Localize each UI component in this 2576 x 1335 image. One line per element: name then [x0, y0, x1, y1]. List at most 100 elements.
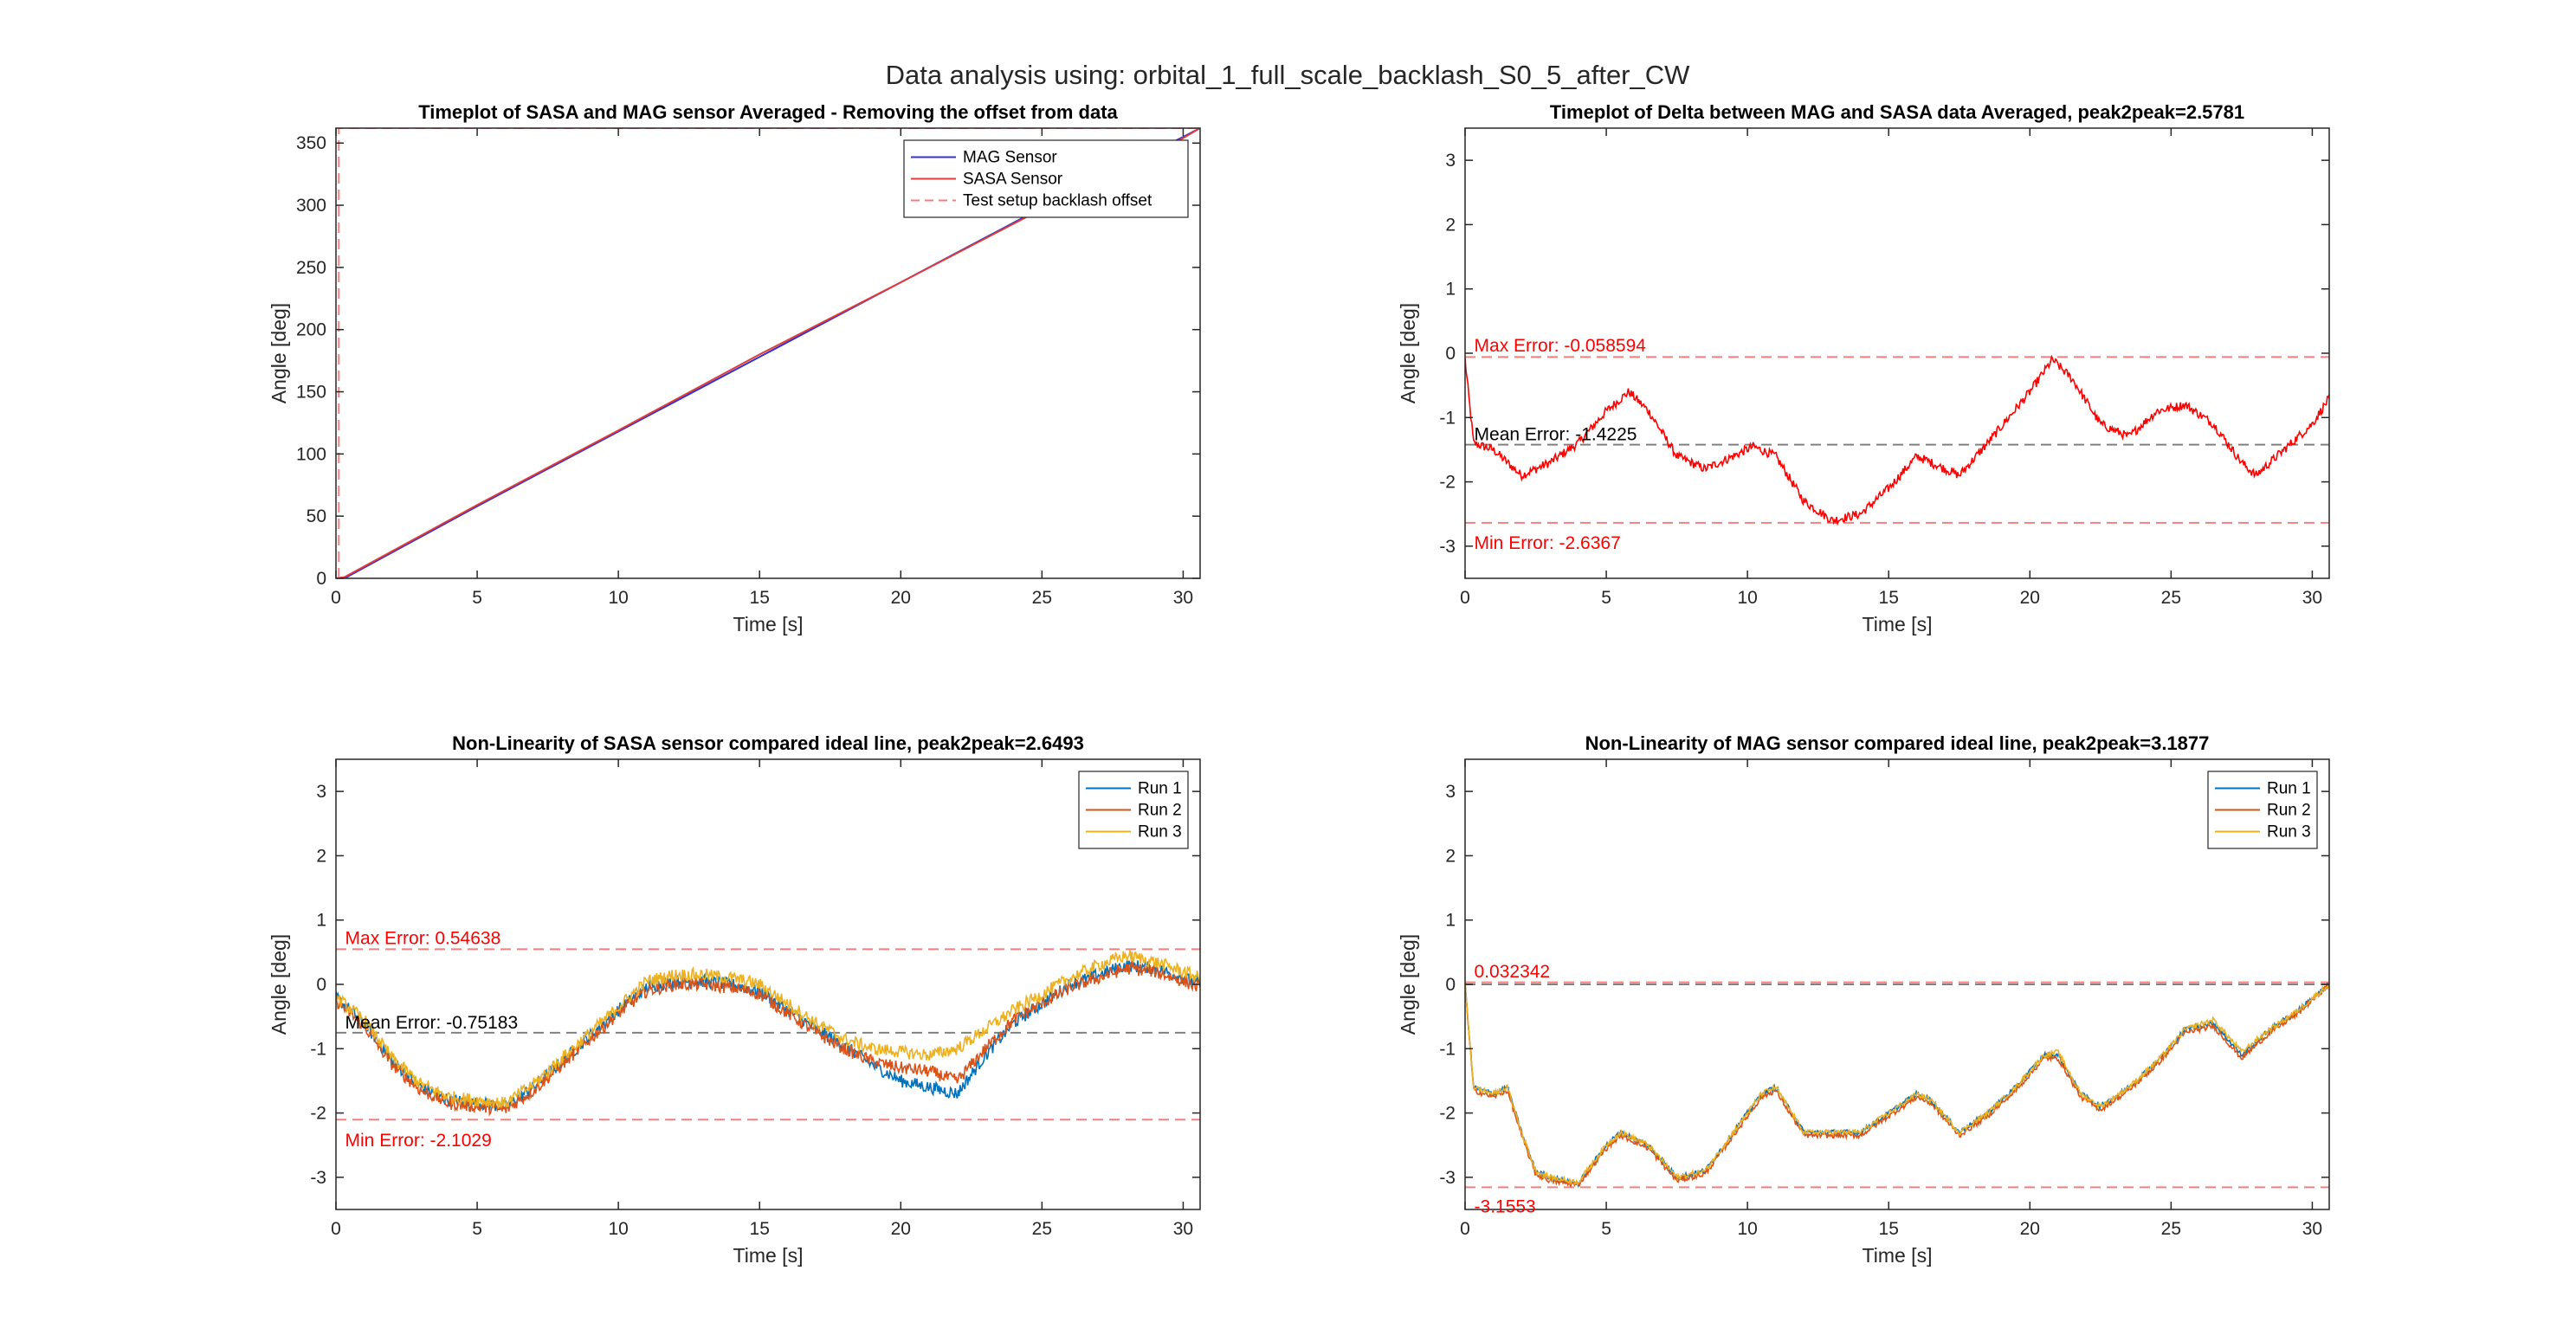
y-tick-label: 3 — [1445, 151, 1456, 171]
x-axis-label: Time [s] — [1863, 1244, 1933, 1267]
legend-entry: Run 2 — [1138, 802, 1182, 820]
y-tick-label: 150 — [296, 383, 326, 403]
legend-box — [1078, 771, 1189, 849]
legend-entry: Run 3 — [2267, 823, 2311, 842]
x-tick-label: 20 — [2020, 1219, 2040, 1239]
y-tick-label: -3 — [1439, 537, 1456, 557]
error-annotation: 0.032342 — [1475, 962, 1551, 982]
legend-entry: Run 1 — [2267, 780, 2311, 798]
plot-content — [1465, 354, 2329, 526]
y-axis-label: Angle [deg] — [268, 934, 290, 1035]
y-tick-label: 0 — [1445, 344, 1456, 364]
x-tick-label: 0 — [331, 588, 341, 608]
x-tick-label: 5 — [1601, 588, 1611, 608]
y-tick-label: -1 — [310, 1039, 326, 1059]
plot-area — [336, 759, 1200, 1209]
plot-content — [336, 948, 1200, 1121]
plot-content — [1465, 981, 2329, 1189]
y-tick-label: 1 — [1445, 911, 1456, 931]
error-annotation: Max Error: -0.058594 — [1475, 336, 1647, 356]
series-line — [336, 950, 1200, 1109]
x-tick-label: 10 — [1737, 1219, 1757, 1239]
x-tick-label: 25 — [2161, 1219, 2181, 1239]
x-tick-label: 10 — [608, 588, 628, 608]
y-tick-label: -1 — [1439, 1039, 1456, 1059]
error-annotation: Max Error: 0.54638 — [345, 929, 501, 949]
y-tick-label: 1 — [316, 911, 326, 931]
y-tick-label: 350 — [296, 133, 326, 153]
y-tick-label: 1 — [1445, 280, 1456, 300]
x-tick-label: 0 — [1460, 588, 1470, 608]
y-tick-label: -2 — [310, 1104, 326, 1124]
legend-entry: Test setup backlash offset — [963, 192, 1152, 210]
y-tick-label: 100 — [296, 444, 326, 464]
subplot-p4: 0 5 10 15 20 25 30 -3 -2 -1 0 1 2 3 Non-Linearity of M… — [1397, 732, 2330, 1267]
subplot-title: Non-Linearity of MAG sensor compared ide… — [1585, 732, 2210, 754]
y-tick-label: 50 — [307, 506, 326, 526]
legend: Run 1 Run 2 Run 3 — [2207, 771, 2318, 849]
plot-area — [1465, 128, 2329, 578]
error-annotation: Mean Error: -0.75183 — [345, 1013, 519, 1033]
y-tick-label: 200 — [296, 320, 326, 340]
subplots: 0 5 10 15 20 25 30050100150200250300350Timeplo… — [268, 101, 2330, 1267]
series-line — [1465, 354, 2329, 526]
series-line — [1465, 982, 2329, 1186]
y-tick-label: 250 — [296, 258, 326, 278]
error-annotation: Min Error: -2.6367 — [1475, 533, 1621, 553]
legend: MAG Sensor SASA Sensor Test setup backlash… — [903, 139, 1189, 218]
y-tick-label: -1 — [1439, 408, 1456, 428]
y-tick-label: 0 — [1445, 975, 1456, 995]
series-line — [1465, 983, 2329, 1189]
y-tick-label: 2 — [316, 846, 326, 866]
legend-entry: Run 2 — [2267, 802, 2311, 820]
x-tick-label: 30 — [2302, 1219, 2322, 1239]
error-annotation: Min Error: -2.1029 — [345, 1131, 492, 1151]
x-axis-label: Time [s] — [1863, 613, 1933, 635]
legend-entry: MAG Sensor — [963, 149, 1057, 167]
subplot-p1: 0 5 10 15 20 25 30050100150200250300350Timeplo… — [268, 101, 1201, 635]
subplot-p3: 0 5 10 15 20 25 30 -3 -2 -1 0 1 2 3 Non-Linearity of S… — [268, 732, 1201, 1267]
x-tick-label: 15 — [750, 588, 770, 608]
x-tick-label: 15 — [1879, 588, 1899, 608]
y-axis-label: Angle [deg] — [268, 303, 290, 403]
y-tick-label: -2 — [1439, 473, 1456, 493]
y-axis-label: Angle [deg] — [1397, 934, 1419, 1035]
legend-entry: SASA Sensor — [963, 171, 1063, 189]
axes-box — [335, 127, 1201, 579]
x-axis-label: Time [s] — [733, 1244, 804, 1267]
x-tick-label: 10 — [1737, 588, 1757, 608]
subplot-title: Non-Linearity of SASA sensor compared id… — [452, 732, 1084, 754]
x-tick-label: 20 — [891, 588, 911, 608]
x-tick-label: 15 — [1879, 1219, 1899, 1239]
y-tick-label: 3 — [316, 782, 326, 802]
x-tick-label: 20 — [891, 1219, 911, 1239]
x-tick-label: 5 — [472, 1219, 482, 1239]
y-tick-label: -2 — [1439, 1104, 1456, 1124]
series-line — [336, 960, 1200, 1117]
x-tick-label: 15 — [750, 1219, 770, 1239]
x-tick-label: 30 — [1173, 588, 1193, 608]
x-tick-label: 25 — [1032, 1219, 1052, 1239]
x-tick-label: 0 — [331, 1219, 341, 1239]
y-tick-label: 2 — [1445, 215, 1456, 235]
error-annotation: Mean Error: -1.4225 — [1475, 425, 1637, 445]
x-tick-label: 0 — [1460, 1219, 1470, 1239]
x-tick-label: 5 — [472, 588, 482, 608]
x-tick-label: 30 — [1173, 1219, 1193, 1239]
x-tick-label: 5 — [1601, 1219, 1611, 1239]
x-tick-label: 25 — [1032, 588, 1052, 608]
y-tick-label: 2 — [1445, 846, 1456, 866]
y-tick-label: 0 — [316, 975, 326, 995]
figure-suptitle: Data analysis using: orbital_1_full_scal… — [886, 60, 1691, 90]
x-tick-label: 20 — [2020, 588, 2040, 608]
y-tick-label: 300 — [296, 196, 326, 216]
y-tick-label: 3 — [1445, 782, 1456, 802]
x-tick-label: 10 — [608, 1219, 628, 1239]
subplot-title: Timeplot of Delta between MAG and SASA d… — [1550, 101, 2244, 123]
subplot-p2: 0 5 10 15 20 25 30 -3 -2 -1 0 1 2 3 Timeplot of Delta … — [1397, 101, 2330, 635]
error-annotation: -3.1553 — [1475, 1196, 1536, 1216]
y-tick-label: -3 — [310, 1168, 326, 1188]
legend: Run 1 Run 2 Run 3 — [1078, 771, 1189, 849]
legend-entry: Run 3 — [1138, 823, 1182, 842]
